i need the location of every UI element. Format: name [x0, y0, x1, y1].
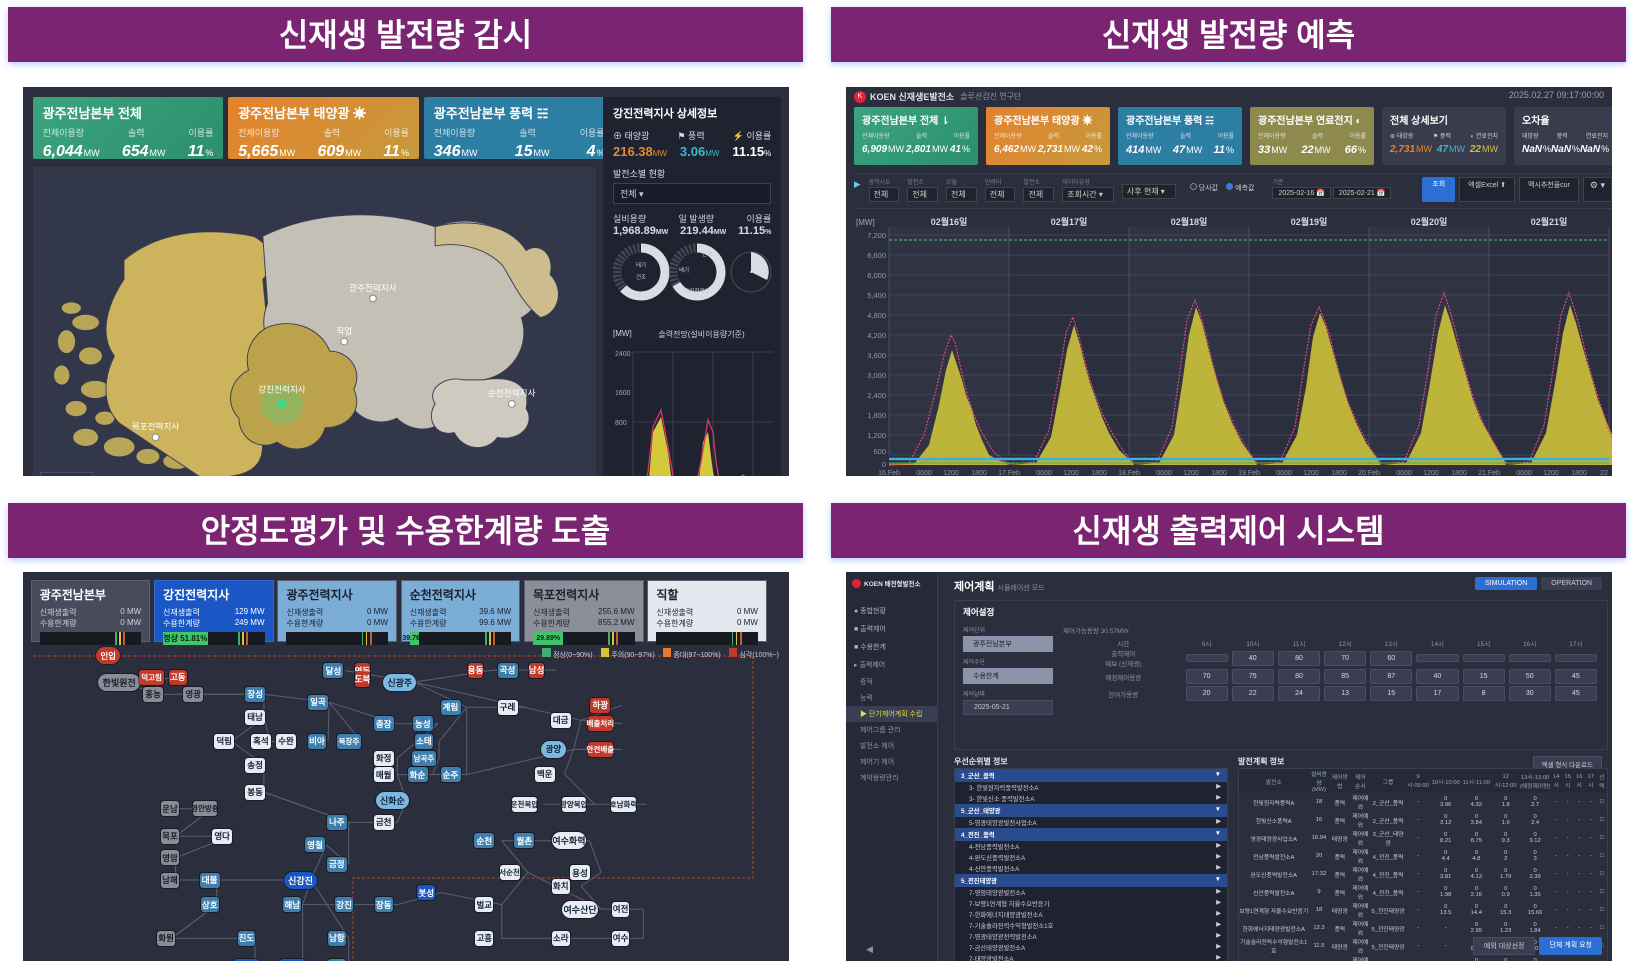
svg-text:0600: 0600: [1276, 470, 1292, 476]
svg-text:1800: 1800: [1331, 470, 1347, 476]
svg-text:0600: 0600: [1516, 470, 1532, 476]
svg-text:3,600: 3,600: [867, 351, 886, 360]
svg-text:0600: 0600: [1156, 470, 1172, 476]
svg-text:2400: 2400: [615, 351, 631, 358]
svg-text:19.Feb: 19.Feb: [1238, 470, 1260, 476]
svg-text:02월18일: 02월18일: [1171, 216, 1208, 227]
svg-text:1600: 1600: [615, 390, 631, 397]
svg-text:배기: 배기: [679, 266, 689, 274]
svg-text:1200: 1200: [943, 470, 959, 476]
svg-text:건조: 건조: [636, 274, 646, 281]
svg-text:1800: 1800: [1211, 470, 1227, 476]
svg-text:0600: 0600: [916, 470, 932, 476]
svg-text:1200: 1200: [1063, 470, 1079, 476]
svg-text:17.Feb: 17.Feb: [998, 470, 1020, 476]
svg-text:1,800: 1,800: [867, 411, 886, 420]
svg-text:직업: 직업: [336, 326, 352, 336]
svg-text:6,000: 6,000: [867, 271, 886, 280]
svg-text:02월16일: 02월16일: [931, 216, 968, 227]
svg-text:0600: 0600: [1036, 470, 1052, 476]
svg-text:02월17일: 02월17일: [1051, 216, 1088, 227]
svg-text:[MW]: [MW]: [856, 218, 875, 227]
svg-text:1800: 1800: [1571, 470, 1587, 476]
svg-text:광주전력지사: 광주전력지사: [349, 282, 397, 293]
svg-text:02월21일: 02월21일: [1531, 216, 1568, 227]
svg-text:1800: 1800: [1451, 470, 1467, 476]
svg-text:600: 600: [873, 447, 886, 456]
svg-text:2,400: 2,400: [867, 391, 886, 400]
svg-text:18.Feb: 18.Feb: [1118, 470, 1140, 476]
svg-text:1200: 1200: [1423, 470, 1439, 476]
svg-text:고정형패널: 고정형패널: [684, 287, 709, 295]
svg-text:강진전력지사: 강진전력지사: [258, 383, 306, 394]
svg-text:1200: 1200: [1543, 470, 1559, 476]
svg-text:02월19일: 02월19일: [1291, 216, 1328, 227]
svg-text:태기: 태기: [636, 261, 646, 269]
svg-text:목포전력지사: 목포전력지사: [131, 421, 179, 432]
svg-text:4,800: 4,800: [867, 311, 886, 320]
svg-text:0: 0: [882, 460, 886, 469]
svg-text:0600: 0600: [1396, 470, 1412, 476]
svg-text:5,400: 5,400: [867, 291, 886, 300]
svg-text:21.Feb: 21.Feb: [1478, 470, 1500, 476]
svg-text:1800: 1800: [1091, 470, 1107, 476]
svg-text:7,200: 7,200: [867, 231, 886, 240]
svg-text:16.Feb: 16.Feb: [878, 470, 900, 476]
svg-text:20.Feb: 20.Feb: [1358, 470, 1380, 476]
svg-text:산북: 산북: [702, 250, 712, 258]
svg-text:1200: 1200: [1183, 470, 1199, 476]
svg-text:6,600: 6,600: [867, 251, 886, 260]
svg-text:22: 22: [1600, 470, 1608, 476]
svg-text:순천전력지사: 순천전력지사: [488, 387, 536, 398]
svg-text:1,200: 1,200: [867, 431, 886, 440]
svg-text:02월20일: 02월20일: [1411, 216, 1448, 227]
svg-text:4,200: 4,200: [867, 331, 886, 340]
svg-text:1200: 1200: [1303, 470, 1319, 476]
svg-text:3,000: 3,000: [867, 371, 886, 380]
svg-text:800: 800: [615, 420, 627, 427]
svg-text:1800: 1800: [971, 470, 987, 476]
